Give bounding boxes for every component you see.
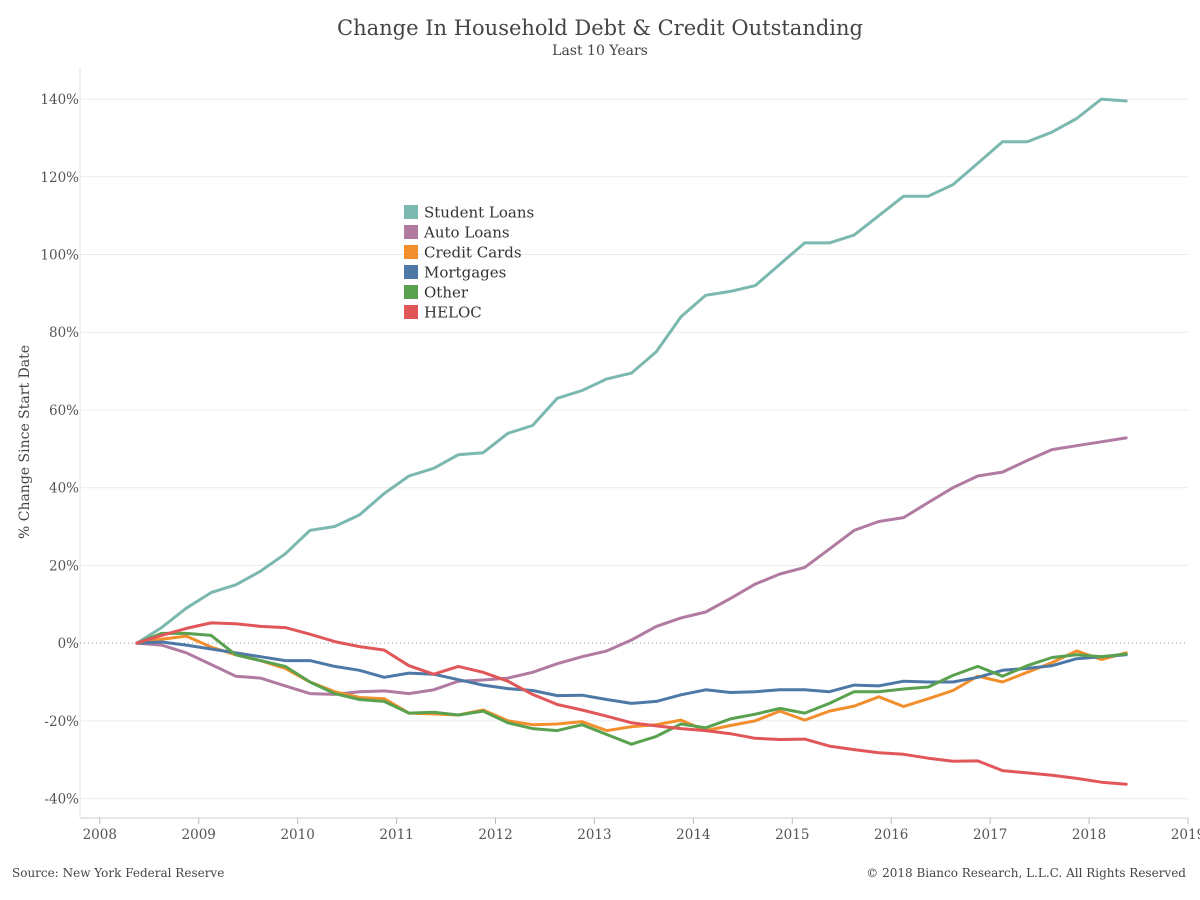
y-tick-label: 140% xyxy=(40,92,79,108)
x-axis-ticks: 2008 2009 2010 2011 2012 2013 2014 2015 2016 2017… xyxy=(83,818,1200,843)
series-line-mortgages xyxy=(135,640,1128,705)
y-tick-label: -20% xyxy=(44,714,79,730)
y-axis-title: % Change Since Start Date xyxy=(17,345,33,539)
y-tick-label: 20% xyxy=(49,558,79,574)
x-tick-label: 2016 xyxy=(874,827,908,843)
y-tick-label: -40% xyxy=(44,792,79,808)
legend-label-other: Other xyxy=(424,284,469,302)
x-tick-label: 2015 xyxy=(775,827,809,843)
y-axis-ticks: -40% -20% 0% 20% 40% 60% 80% 100% 120% 140% xyxy=(40,92,79,807)
chart-subtitle: Last 10 Years xyxy=(552,43,648,59)
x-tick-label: 2009 xyxy=(182,827,216,843)
legend-swatch-other xyxy=(404,285,418,299)
source-note: Source: New York Federal Reserve xyxy=(12,866,225,880)
x-tick-label: 2014 xyxy=(676,827,710,843)
x-tick-label: 2010 xyxy=(280,827,314,843)
series-line-other xyxy=(135,631,1128,746)
legend-label-student-loans: Student Loans xyxy=(424,204,534,222)
legend-swatch-student-loans xyxy=(404,205,418,219)
legend-swatch-heloc xyxy=(404,305,418,319)
x-tick-label: 2017 xyxy=(973,827,1007,843)
copyright-note: © 2018 Bianco Research, L.L.C. All Right… xyxy=(866,866,1186,880)
legend-label-mortgages: Mortgages xyxy=(424,264,506,282)
y-tick-label: 100% xyxy=(40,248,79,264)
legend-swatch-auto-loans xyxy=(404,225,418,239)
x-tick-label: 2019 xyxy=(1171,827,1200,843)
series-line-student-loans xyxy=(135,97,1128,645)
legend-label-auto-loans: Auto Loans xyxy=(423,224,510,242)
series-line-credit-cards xyxy=(135,634,1128,733)
x-tick-label: 2013 xyxy=(577,827,611,843)
gridlines xyxy=(79,68,1188,819)
series-lines xyxy=(135,97,1128,786)
series-line-heloc xyxy=(135,621,1128,786)
y-tick-label: 40% xyxy=(49,481,79,497)
x-tick-label: 2008 xyxy=(83,827,117,843)
y-tick-label: 80% xyxy=(49,325,79,341)
y-tick-label: 60% xyxy=(49,403,79,419)
legend-label-heloc: HELOC xyxy=(424,304,482,322)
series-line-auto-loans xyxy=(135,436,1128,696)
x-tick-label: 2012 xyxy=(478,827,512,843)
x-tick-label: 2011 xyxy=(379,827,413,843)
y-tick-label: 120% xyxy=(40,170,79,186)
y-tick-label: 0% xyxy=(58,636,80,652)
legend-swatch-mortgages xyxy=(404,265,418,279)
x-tick-label: 2018 xyxy=(1072,827,1106,843)
legend-label-credit-cards: Credit Cards xyxy=(424,244,522,262)
legend: Student Loans Auto Loans Credit Cards Mortg… xyxy=(404,204,534,322)
chart-title: Change In Household Debt & Credit Outsta… xyxy=(337,16,863,40)
legend-swatch-credit-cards xyxy=(404,245,418,259)
